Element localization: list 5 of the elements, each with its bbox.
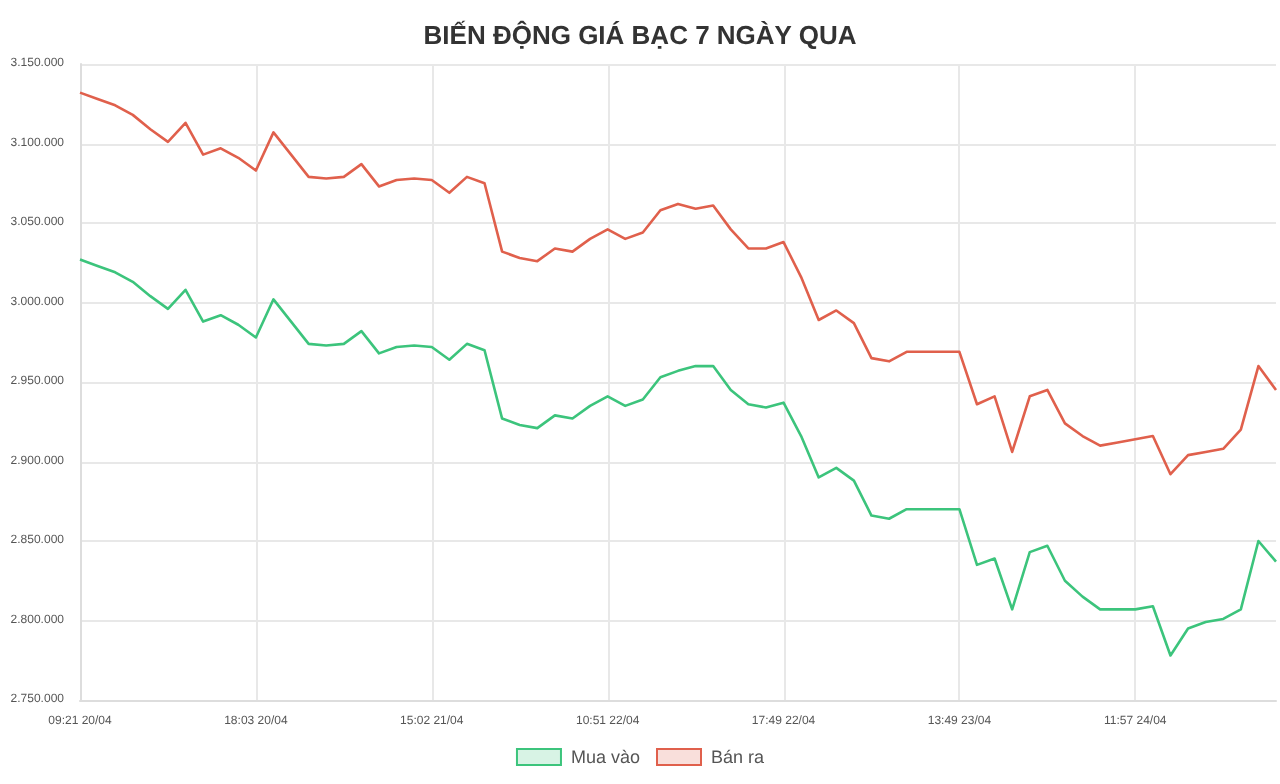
chart-title: BIẾN ĐỘNG GIÁ BẠC 7 NGÀY QUA: [423, 20, 858, 50]
legend-label: Bán ra: [711, 747, 765, 767]
line-series: [78, 91, 1278, 476]
legend-label: Mua vào: [570, 747, 641, 767]
line-series: [78, 258, 1278, 657]
